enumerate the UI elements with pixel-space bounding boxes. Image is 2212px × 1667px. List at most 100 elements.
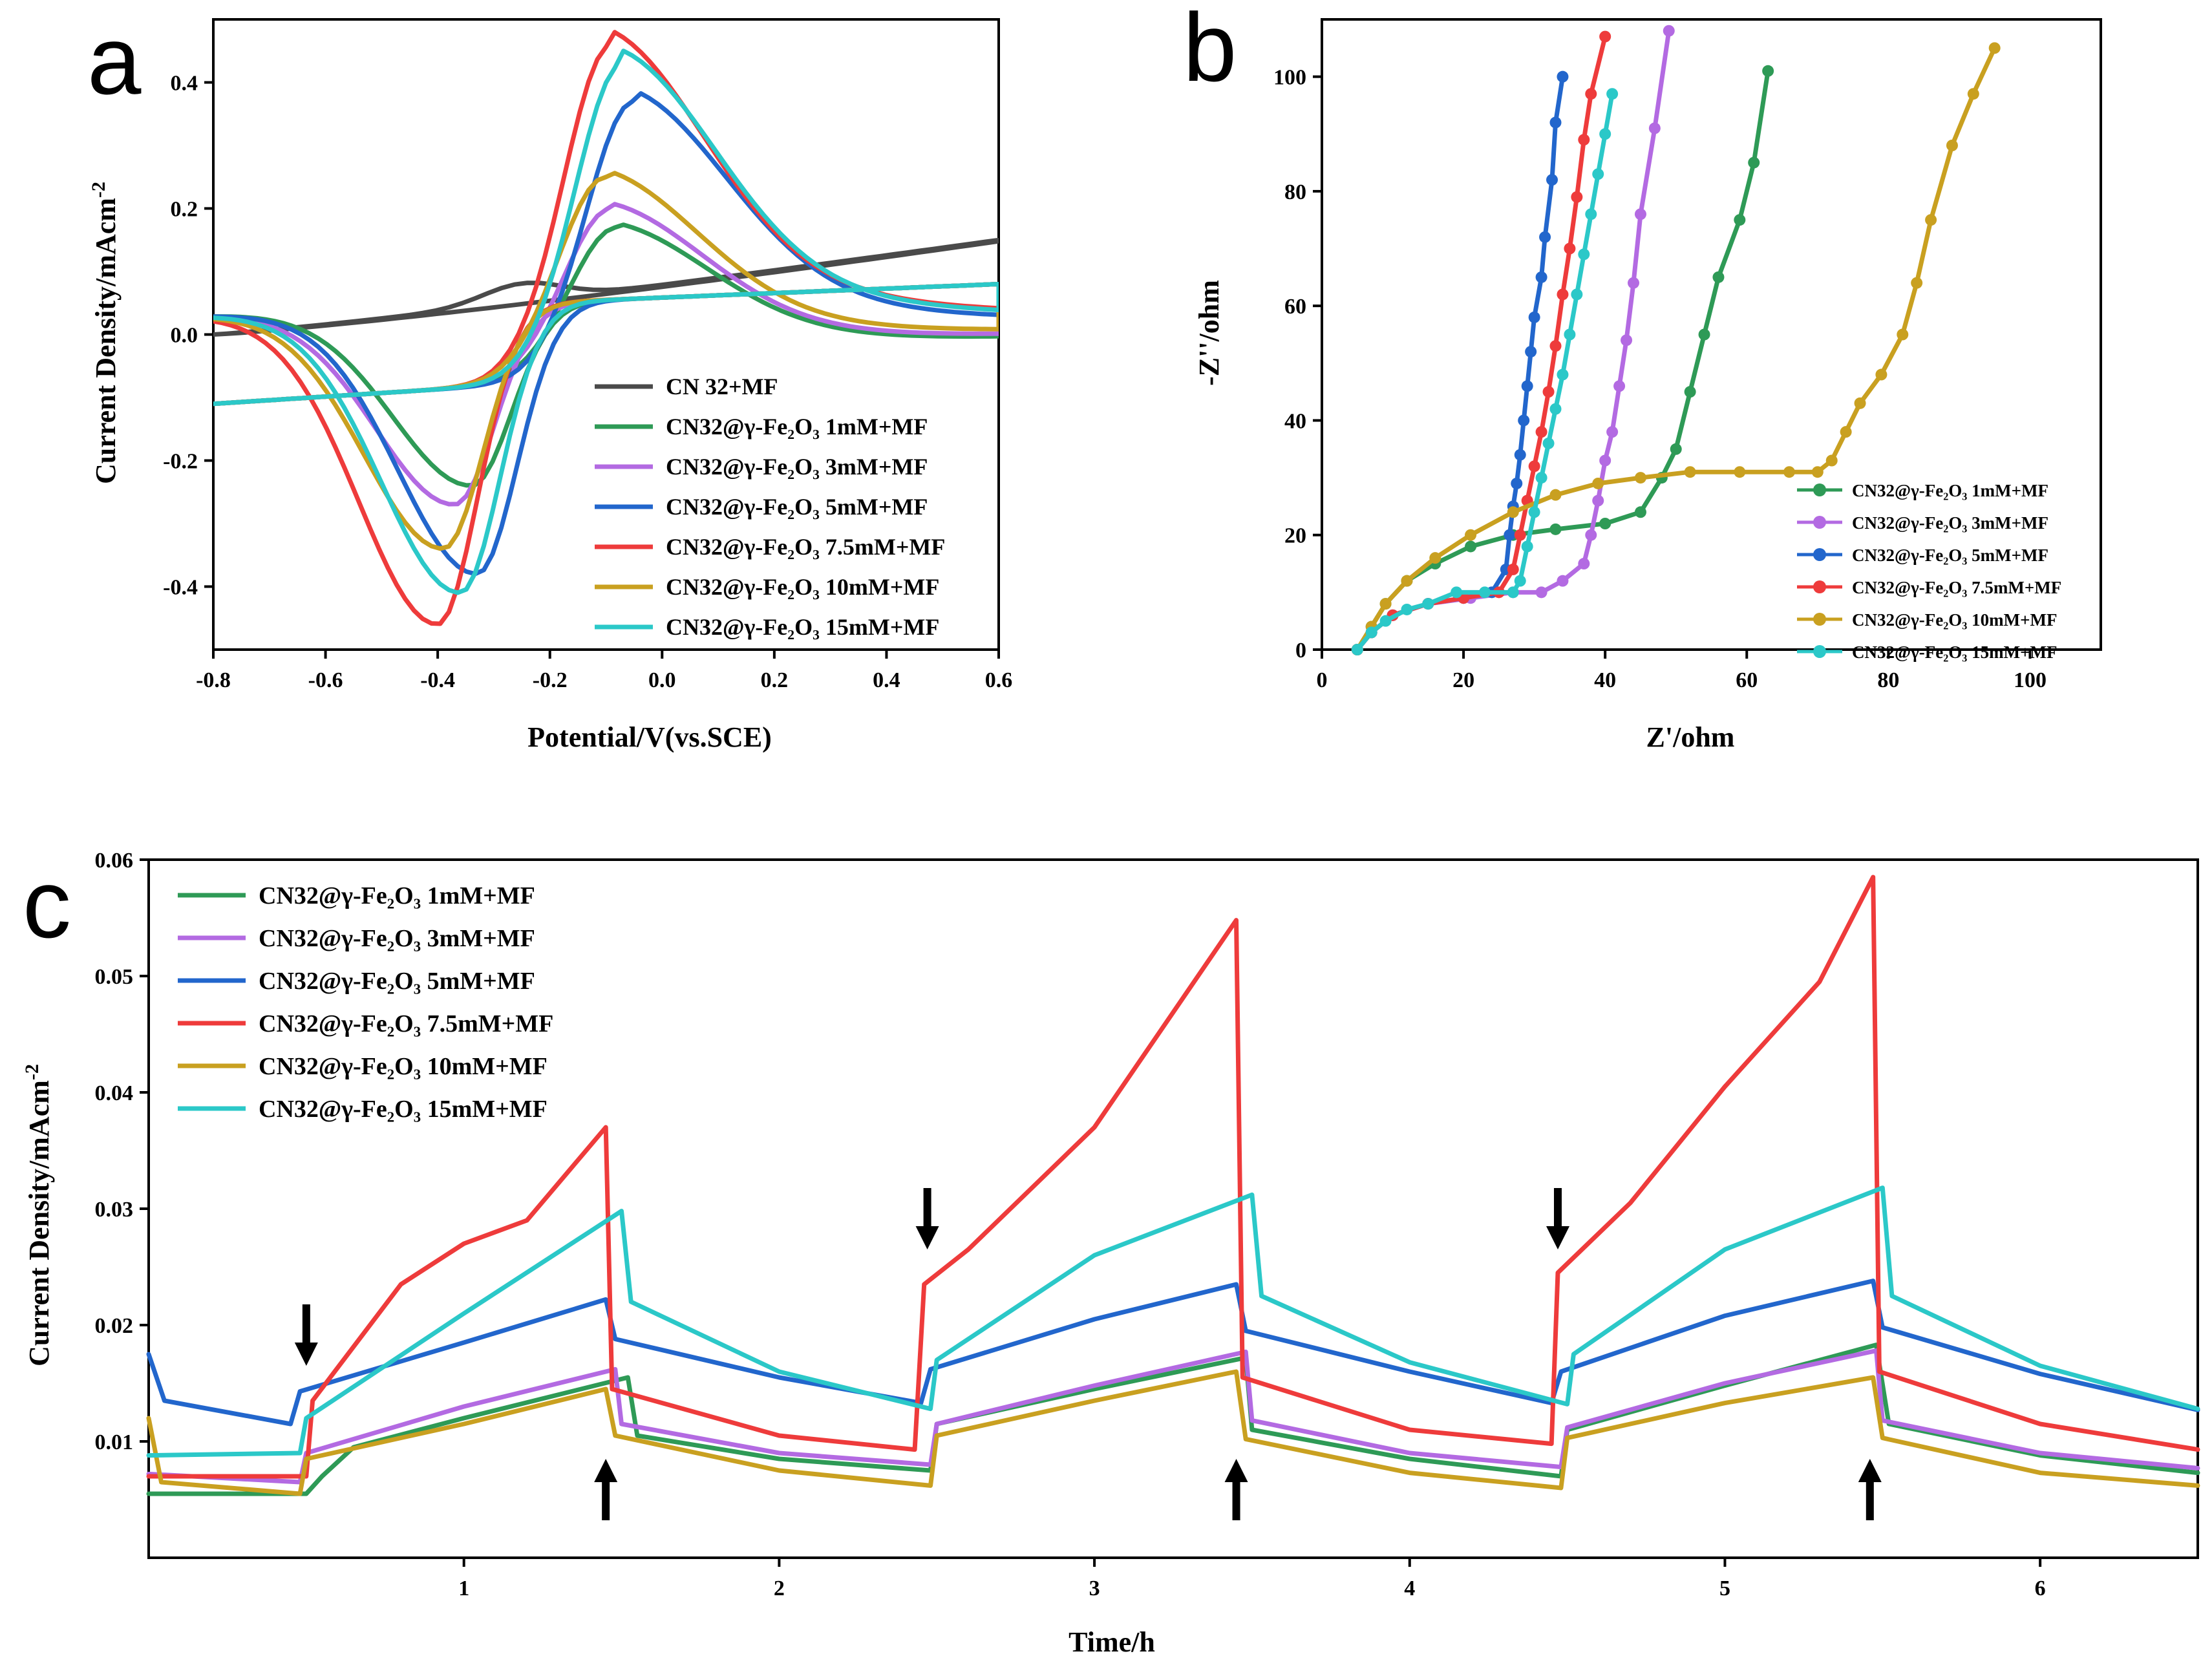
nyquist-point (1698, 328, 1710, 341)
nyquist-point (1811, 466, 1824, 478)
nyquist-point (1925, 214, 1937, 226)
y-axis-label-a-main: Current Density/mAcm (90, 198, 122, 484)
nyquist-point (1585, 208, 1597, 220)
nyquist-point (1634, 208, 1646, 220)
y-tick-label: 20 (1284, 524, 1306, 548)
nyquist-point (1521, 540, 1533, 553)
legend-label: CN32@γ-Fe₂O₃ 1mM+MF (666, 414, 928, 440)
nyquist-point (1897, 328, 1909, 341)
legend-label: CN32@γ-Fe₂O₃ 1mM+MF (1852, 481, 2048, 500)
nyquist-point (1712, 271, 1725, 283)
y-tick-label: 0 (1295, 639, 1306, 663)
chart-panel-b: b 0 20 40 60 80 100 0 20 40 60 80 100 CN32@γ-Fe₂O₃ 1… (1183, 0, 2102, 753)
nyquist-point (1546, 174, 1558, 186)
nyquist-point (1592, 477, 1604, 489)
nyquist-point (1478, 586, 1491, 599)
nyquist-point (1599, 30, 1611, 43)
y-tick-label: 0.0 (171, 324, 198, 348)
current-series-line (146, 1279, 2200, 1427)
y-tick-label: -0.2 (163, 450, 198, 474)
y-tick-label: 0.06 (95, 849, 134, 873)
nyquist-point (1521, 380, 1533, 392)
x-tick-label: 4 (1404, 1577, 1415, 1600)
nyquist-point (1514, 449, 1526, 461)
legend-marker (1813, 516, 1826, 529)
legend-label: CN32@γ-Fe₂O₃ 3mM+MF (259, 925, 535, 952)
plot-area-c: 1 2 3 4 5 6 0.01 0.02 0.03 0.04 0.05 0.06 CN32@γ-Fe₂… (95, 849, 2200, 1600)
nyquist-point (1748, 156, 1760, 169)
nyquist-series-line (1355, 69, 1771, 652)
nyquist-point (1825, 454, 1838, 467)
legend-marker (1813, 483, 1826, 496)
x-tick-label: 0 (1317, 668, 1328, 692)
current-series-line (146, 1348, 2200, 1485)
x-tick-label: -0.6 (308, 668, 343, 692)
nyquist-point (1599, 128, 1611, 140)
x-tick-label: 80 (1877, 668, 1899, 692)
nyquist-point (1578, 558, 1590, 570)
x-tick-label: 0.6 (985, 668, 1013, 692)
cv-series-line (213, 222, 999, 488)
legend-marker (1813, 548, 1826, 561)
nyquist-point (1535, 586, 1547, 599)
nyquist-point (1351, 644, 1363, 655)
nyquist-point (1571, 191, 1583, 203)
nyquist-point (1734, 466, 1746, 478)
nyquist-point (1840, 426, 1852, 438)
nyquist-point (1854, 397, 1866, 409)
nyquist-point (1585, 88, 1597, 100)
plot-area-b: 0 20 40 60 80 100 0 20 40 60 80 100 CN32@γ-Fe₂O₃ 1mM… (1273, 18, 2102, 692)
nyquist-point (1634, 506, 1646, 518)
panel-letter-a: a (87, 6, 142, 114)
nyquist-point (1599, 454, 1611, 467)
arrow-up-icon (1224, 1459, 1248, 1482)
nyquist-point (1564, 328, 1576, 341)
nyquist-point (1762, 65, 1774, 77)
y-tick-label: 0.01 (95, 1430, 134, 1454)
x-axis-label-c: Time/h (1069, 1626, 1155, 1658)
legend-label: CN32@γ-Fe₂O₃ 7.5mM+MF (1852, 578, 2061, 597)
nyquist-point (1585, 529, 1597, 541)
nyquist-point (1535, 426, 1547, 438)
nyquist-point (1422, 598, 1434, 610)
nyquist-point (1592, 168, 1604, 180)
chart-panel-c: c 1 2 3 4 5 6 0.01 0.02 0.03 0.04 0.05 0.06 CN32@γ-F… (21, 849, 2200, 1658)
nyquist-point (1451, 586, 1463, 599)
legend-label: CN32@γ-Fe₂O₃ 7.5mM+MF (666, 534, 945, 560)
nyquist-series-line (1355, 91, 1615, 652)
legend-marker (1813, 580, 1826, 593)
nyquist-point (1557, 70, 1569, 83)
nyquist-point (1684, 466, 1696, 478)
legend-label: CN32@γ-Fe₂O₃ 15mM+MF (1852, 642, 2058, 662)
legend-label: CN32@γ-Fe₂O₃ 3mM+MF (1852, 513, 2048, 533)
nyquist-point (1967, 88, 1979, 100)
nyquist-point (1648, 122, 1661, 134)
legend-label: CN32@γ-Fe₂O₃ 5mM+MF (1852, 546, 2048, 565)
nyquist-point (1542, 437, 1555, 449)
nyquist-point (1535, 271, 1547, 283)
nyquist-series-line (1355, 74, 1565, 652)
current-series-line (146, 1343, 2200, 1496)
nyquist-point (1599, 518, 1611, 529)
nyquist-point (1988, 42, 2001, 54)
x-tick-label: 0.0 (648, 668, 676, 692)
legend-label: CN32@γ-Fe₂O₃ 7.5mM+MF (259, 1010, 553, 1037)
x-tick-label: -0.2 (533, 668, 568, 692)
y-tick-label: 0.04 (95, 1081, 134, 1105)
nyquist-point (1557, 288, 1569, 301)
nyquist-point (1528, 506, 1540, 518)
nyquist-point (1621, 334, 1633, 346)
panel-letter-b: b (1183, 0, 1237, 101)
legend-label: CN32@γ-Fe₂O₃ 5mM+MF (666, 494, 928, 520)
y-axis-label-a: Current Density/mAcm-2 (88, 182, 122, 484)
plot-area-a: -0.8 -0.6 -0.4 -0.2 0.0 0.2 0.4 0.6 -0.4 -0.2 0.0 0… (163, 18, 1013, 692)
nyquist-point (1507, 586, 1519, 599)
nyquist-point (1549, 523, 1562, 535)
cv-series-line (213, 237, 999, 337)
x-axis-label-b: Z'/ohm (1646, 721, 1735, 753)
chart-panel-a: a -0.8 -0.6 -0.4 -0.2 0.0 0.2 0.4 0.6 -0.4 -0.2 0.… (87, 6, 1012, 753)
nyquist-point (1539, 231, 1551, 243)
x-tick-label: 0.4 (873, 668, 900, 692)
nyquist-point (1535, 472, 1547, 484)
